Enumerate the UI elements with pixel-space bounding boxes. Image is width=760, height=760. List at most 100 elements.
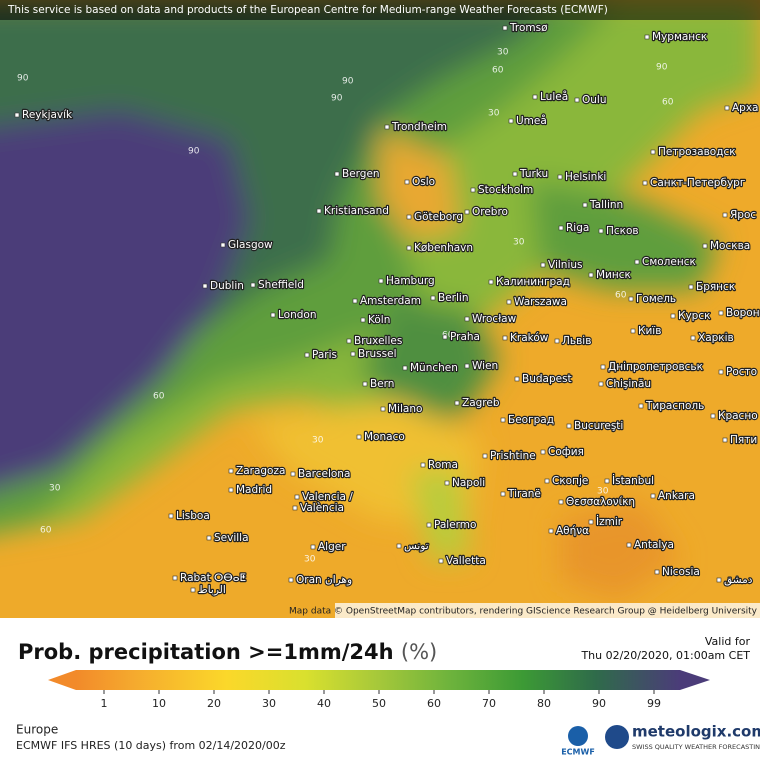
city-marker: [220, 242, 226, 248]
city-marker: [350, 351, 356, 357]
city-label: Praha: [450, 331, 480, 343]
city-label: Trondheim: [391, 121, 447, 133]
legend-title: Prob. precipitation >=1mm/24h (%): [18, 640, 437, 664]
city-marker: [502, 25, 508, 31]
city-marker: [574, 97, 580, 103]
city-marker: [250, 282, 256, 288]
city-label: Bergen: [342, 168, 380, 180]
contour-label: 60: [40, 526, 52, 536]
tagline: SWISS QUALITY WEATHER FORECASTING: [632, 743, 760, 751]
city-labels: Tromsø Мурманск Reykjavík Luleå Oulu Арха Tron…: [14, 21, 760, 597]
city-label: Bern: [370, 378, 394, 390]
city-marker: [558, 499, 564, 505]
colorbar-tick-label: 99: [647, 697, 661, 710]
city-label: Росто: [726, 366, 757, 378]
city-label: Oslo: [412, 176, 435, 188]
city-marker: [488, 279, 494, 285]
city-marker: [172, 575, 178, 581]
city-label: Alger: [318, 541, 346, 553]
city-label: Скопје: [552, 475, 588, 487]
city-marker: [464, 363, 470, 369]
city-marker: [702, 243, 708, 249]
city-marker: [514, 376, 520, 382]
city-label: Prishtine: [490, 450, 536, 462]
city-label: Stockholm: [478, 184, 533, 196]
colorbar-tick-label: 90: [592, 697, 606, 710]
colorbar-ticks: 1 10 20 30 40 50 60 70 80 90 99: [101, 690, 661, 710]
city-label: Napoli: [452, 477, 485, 489]
city-label: Vilnius: [548, 259, 582, 271]
city-label: Kristiansand: [324, 205, 389, 217]
city-label: Köln: [368, 314, 390, 326]
city-label: Valletta: [446, 555, 486, 567]
contour-label: 30: [488, 109, 500, 119]
contour-label: 30: [312, 436, 324, 446]
city-label: Wrocław: [472, 313, 517, 325]
city-label: Luleå: [540, 90, 568, 103]
city-marker: [598, 228, 604, 234]
colorbar-tick-label: 80: [537, 697, 551, 710]
city-label: Milano: [388, 403, 422, 415]
contour-label: 30: [49, 484, 61, 494]
contour-label: 60: [492, 66, 504, 76]
city-label: Красно: [718, 410, 758, 422]
ecmwf-text: ECMWF: [561, 748, 595, 757]
city-marker: [650, 149, 656, 155]
city-marker: [566, 423, 572, 429]
city-label: Bruxelles: [354, 335, 402, 347]
contour-label: 90: [17, 74, 29, 84]
city-marker: [582, 202, 588, 208]
city-marker: [670, 313, 676, 319]
city-label: София: [548, 446, 584, 458]
city-marker: [292, 505, 298, 511]
city-marker: [406, 214, 412, 220]
city-marker: [442, 334, 448, 340]
city-label: København: [414, 242, 473, 254]
model-run: ECMWF IFS HRES (10 days) from 02/14/2020…: [16, 739, 286, 752]
city-label: Ankara: [658, 490, 695, 502]
colorbar-tick-label: 20: [207, 697, 221, 710]
city-label: Antalya: [634, 539, 674, 551]
city-marker: [420, 462, 426, 468]
city-label: Amsterdam: [360, 295, 421, 307]
city-marker: [626, 542, 632, 548]
city-label: Минск: [596, 269, 631, 281]
city-marker: [718, 310, 724, 316]
city-marker: [406, 245, 412, 251]
city-label: Тирасполь: [645, 400, 704, 412]
city-label: Oulu: [582, 94, 607, 106]
city-marker: [604, 478, 610, 484]
city-marker: [718, 369, 724, 375]
city-marker: [464, 209, 470, 215]
legend-panel: Prob. precipitation >=1mm/24h (%) Valid …: [16, 635, 760, 757]
city-label: Ворон: [726, 307, 760, 319]
city-label: Göteborg: [414, 211, 463, 223]
colorbar-tick-label: 1: [101, 697, 108, 710]
city-marker: [557, 174, 563, 180]
city-label: Псков: [606, 225, 639, 237]
city-marker: [294, 494, 300, 500]
colorbar-tick-label: 30: [262, 697, 276, 710]
city-label: Дніпропетровськ: [608, 361, 703, 373]
city-marker: [444, 480, 450, 486]
city-label: Калининград: [496, 276, 570, 288]
city-label: Palermo: [434, 519, 476, 531]
contour-label: 30: [497, 48, 509, 58]
valid-time: Thu 02/20/2020, 01:00am CET: [580, 649, 750, 662]
precip-field: [0, 0, 760, 618]
city-marker: [548, 528, 554, 534]
city-marker: [650, 493, 656, 499]
city-marker: [654, 569, 660, 575]
city-label: Brussel: [358, 348, 397, 360]
city-marker: [346, 338, 352, 344]
city-marker: [14, 112, 20, 118]
colorbar-tick-label: 10: [152, 697, 166, 710]
notice: This service is based on data and produc…: [7, 4, 608, 16]
city-label: دمشق: [724, 574, 753, 586]
brand-logo: [605, 725, 629, 749]
contour-label: 30: [513, 238, 525, 248]
city-marker: [168, 513, 174, 519]
city-label: Hamburg: [386, 275, 435, 287]
city-marker: [334, 171, 340, 177]
